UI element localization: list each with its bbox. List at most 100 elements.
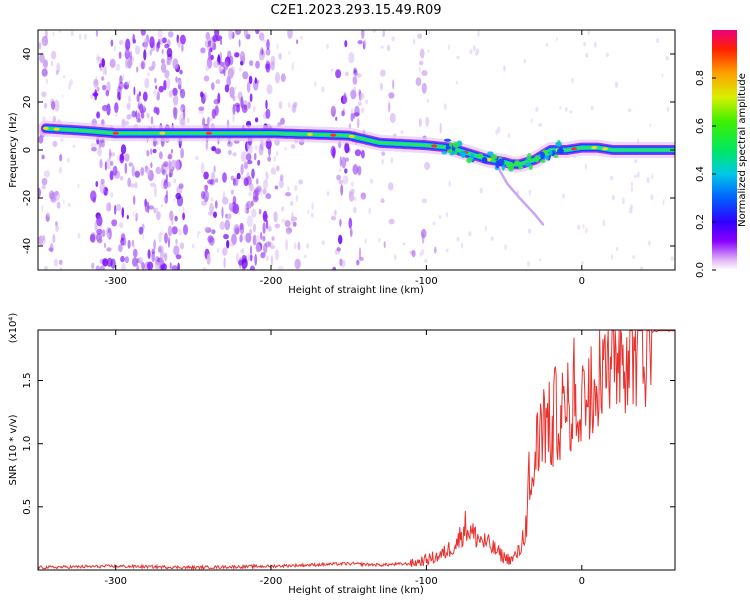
spectrogram-noise-blob — [121, 207, 125, 218]
spectrogram-noise-blob — [115, 63, 121, 71]
spectrogram-noise-blob — [205, 227, 212, 233]
spectrogram-noise-blob — [150, 162, 153, 168]
spectrogram-noise-blob — [219, 221, 225, 231]
spectrogram-noise-blob — [170, 159, 178, 169]
spectrogram-noise-blob — [248, 253, 251, 262]
spectrogram-noise-blob — [428, 30, 431, 34]
spectrogram-noise-blob — [38, 135, 44, 144]
spectrogram-noise-blob — [227, 67, 234, 79]
spectrogram-ridge-peak — [42, 126, 49, 130]
spectrogram-noise-blob — [649, 123, 652, 128]
spectrogram-noise-blob — [41, 177, 48, 186]
spectrogram-noise-blob — [140, 30, 146, 36]
spectrogram-noise-blob — [153, 106, 158, 114]
spectrogram-noise-blob — [585, 53, 589, 58]
spectrogram-noise-blob — [278, 101, 283, 110]
spectrogram-noise-blob — [43, 59, 48, 69]
spectrogram-noise-blob — [535, 107, 539, 112]
spectrogram-noise-blob — [388, 218, 395, 225]
spectrogram-noise-blob — [125, 38, 131, 51]
spectrogram-noise-blob — [207, 117, 213, 122]
spectrogram-noise-blob — [200, 47, 206, 54]
spectrogram-noise-blob — [456, 236, 460, 242]
spectrogram-noise-blob — [70, 30, 75, 37]
spectrogram-noise-blob — [210, 54, 214, 61]
spectrogram-noise-blob — [180, 147, 185, 159]
spectrogram-noise-blob — [233, 104, 238, 112]
spectrogram-noise-blob — [255, 235, 261, 246]
spectrogram-noise-blob — [339, 258, 343, 266]
spectrogram-noise-blob — [116, 203, 121, 212]
spectrogram-noise-blob — [56, 201, 61, 209]
spectrogram-noise-blob — [341, 110, 345, 117]
spectrogram-noise-blob — [151, 60, 156, 70]
spectrogram-noise-blob — [141, 262, 145, 270]
spectrogram-noise-blob — [265, 255, 269, 262]
spectrogram-noise-blob — [350, 181, 354, 187]
spectrogram-noise-blob — [341, 156, 347, 169]
spectrogram-noise-blob — [178, 228, 182, 236]
spectrogram-noise-blob — [241, 258, 248, 269]
spectrogram-noise-blob — [106, 247, 112, 252]
spectrogram-noise-blob — [503, 65, 506, 72]
spectrogram-noise-blob — [164, 43, 170, 49]
spectrogram-noise-blob — [138, 226, 144, 235]
spectrogram-noise-blob — [171, 265, 178, 270]
spectrogram-noise-blob — [432, 221, 436, 226]
spectrogram-noise-blob — [254, 145, 258, 151]
spectrogram-noise-blob — [338, 234, 343, 245]
spectrogram-ridge-blob — [497, 158, 505, 166]
spectrogram-noise-blob — [300, 35, 303, 40]
spectrogram-noise-blob — [155, 85, 158, 90]
spectrogram-noise-blob — [153, 89, 157, 96]
spectrogram-noise-blob — [253, 152, 257, 161]
spectrogram-noise-blob — [92, 196, 96, 203]
spectrogram-noise-blob — [144, 201, 149, 213]
spectrogram-noise-blob — [160, 204, 164, 208]
spectrogram-noise-blob — [167, 237, 171, 248]
spectrogram-noise-blob — [141, 223, 145, 230]
spectrogram-noise-blob — [102, 84, 107, 91]
spectrogram-noise-blob — [388, 92, 395, 99]
spectrogram-noise-blob — [126, 102, 131, 110]
spectrogram-noise-blob — [170, 148, 173, 154]
spectrogram-noise-blob — [460, 242, 464, 249]
spectrogram-ridge-peak — [330, 133, 337, 137]
spectrogram-noise-blob — [271, 236, 275, 241]
spectrogram-noise-blob — [159, 38, 164, 45]
x-tick-label: 0 — [579, 576, 585, 587]
spectrogram-noise-blob — [634, 174, 638, 178]
spectrogram-noise-blob — [91, 146, 97, 152]
spectrogram-noise-blob — [254, 79, 260, 84]
spectrogram-noise-blob — [527, 260, 530, 268]
spectrogram-noise-blob — [211, 229, 216, 235]
spectrogram-noise-blob — [198, 106, 205, 111]
spectrogram-noise-blob — [102, 105, 109, 112]
snr-y-ticks: 0.5 1.0 1.5 — [22, 373, 675, 515]
spectrogram-noise-blob — [147, 249, 151, 259]
spectrogram-noise-blob — [240, 151, 247, 163]
spectrogram-noise-blob — [120, 144, 127, 155]
spectrogram-noise-blob — [421, 248, 424, 256]
spectrogram-noise-blob — [102, 105, 108, 113]
spectrogram-noise-blob — [244, 207, 248, 214]
spectrogram-noise-blob — [166, 181, 171, 188]
spectrogram-noise-blob — [208, 49, 212, 59]
spectrogram-noise-blob — [222, 172, 227, 183]
spectrogram-noise-blob — [96, 86, 100, 92]
spectrogram-noise-blob — [284, 220, 291, 228]
spectrogram-noise-blob — [131, 110, 137, 118]
spectrogram-noise-blob — [306, 243, 310, 249]
spectrogram-noise-blob — [127, 58, 132, 69]
spectrogram-noise-blob — [251, 168, 255, 179]
spectrogram-ridge-blob — [534, 155, 540, 163]
spectrogram-noise-blob — [124, 162, 128, 174]
spectrogram-noise-blob — [195, 156, 199, 161]
spectrogram-noise-blob — [161, 62, 167, 73]
spectrogram-noise-blob — [118, 244, 123, 253]
spectrogram-noise-blob — [528, 189, 531, 196]
spectrogram-noise-blob — [411, 250, 416, 258]
spectrogram-noise-blob — [67, 202, 71, 208]
spectrogram-noise-blob — [137, 228, 140, 232]
